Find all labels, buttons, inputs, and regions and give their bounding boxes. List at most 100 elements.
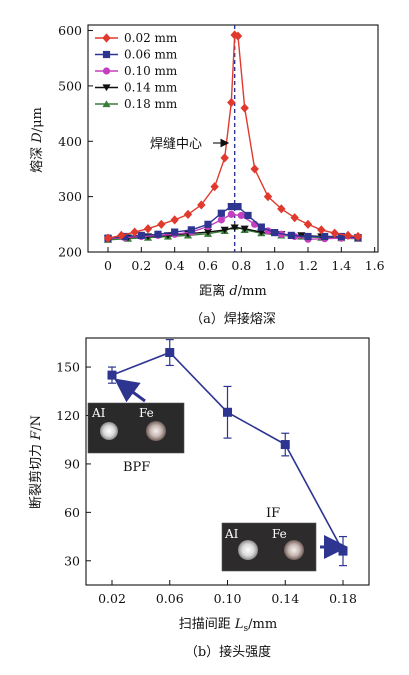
- legend-label: 0.14 mm: [124, 81, 178, 95]
- chart-b-x-tick-label: 0.06: [156, 591, 184, 606]
- chart-a-y-label: 熔深 D/μm: [30, 107, 45, 173]
- chart-b-x-label: 扫描间距 Ls/mm: [179, 617, 277, 634]
- chart-b-x-tick-label: 0.10: [214, 591, 242, 606]
- chart-a-y-tick-label: 600: [58, 23, 82, 38]
- chart-a-x-label-unit: /mm: [238, 284, 267, 299]
- data-point: [290, 213, 299, 223]
- chart-b-x-ticks: 0.02 0.06 0.10 0.14 0.18: [98, 580, 357, 606]
- legend-marker: [102, 100, 111, 108]
- chart-b-y-tick-label: 30: [64, 553, 80, 568]
- chart-b-y-label: 断裂剪切力 F/N: [28, 415, 44, 509]
- data-point: [227, 97, 236, 108]
- if-label: IF: [266, 506, 280, 521]
- chart-a-x-label: 距离 d/mm: [199, 283, 267, 299]
- data-point: [143, 224, 153, 234]
- chart-a-x-tick-label: 1.6: [365, 258, 385, 273]
- chart-a-series: [103, 30, 363, 243]
- data-point: [217, 216, 225, 224]
- chart-a-x-tick-label: 1.2: [298, 258, 318, 273]
- chart-b-x-tick-label: 0.18: [329, 591, 357, 606]
- data-point: [227, 210, 235, 218]
- data-point: [117, 230, 126, 240]
- data-point: [330, 228, 339, 238]
- inset-photo-bpf: AI Fe: [87, 402, 185, 454]
- data-point: [223, 407, 232, 417]
- data-point: [121, 232, 129, 241]
- chart-a-x-label-symbol: d: [229, 284, 237, 299]
- chart-a-caption: （a）焊接熔深: [190, 311, 276, 327]
- legend-label: 0.10 mm: [124, 64, 178, 78]
- chart-a-frame: [87, 24, 379, 253]
- chart-b-x-tick-label: 0.02: [98, 591, 126, 606]
- data-point: [187, 226, 195, 234]
- chart-a-x-tick-label: 0.6: [198, 258, 218, 273]
- data-point: [233, 31, 243, 41]
- data-point: [303, 219, 313, 229]
- chart-a-x-tick-label: 0.4: [165, 258, 185, 273]
- data-point: [337, 232, 345, 241]
- data-point: [244, 211, 252, 220]
- bpf-arrow: [114, 378, 146, 403]
- al-spot-bpf: [100, 422, 118, 440]
- data-point: [250, 164, 259, 174]
- inset-if-fe-label: Fe: [272, 527, 287, 541]
- data-point: [137, 231, 145, 239]
- inset-photo-bpf-border: [87, 402, 185, 454]
- legend-label: 0.02 mm: [124, 31, 178, 45]
- fe-spot-if: [284, 540, 304, 560]
- data-point: [154, 230, 162, 238]
- data-point: [263, 192, 273, 202]
- inset-if-al-label: AI: [224, 527, 239, 541]
- chart-b-x-label-unit: /mm: [248, 617, 277, 632]
- data-point: [234, 203, 242, 211]
- chart-a-y-tick-label: 400: [58, 134, 82, 149]
- data-point: [107, 370, 117, 380]
- chart-b-x-label-symbol: L: [234, 617, 244, 632]
- data-point: [227, 203, 235, 211]
- chart-a-y-label-unit: /μm: [30, 107, 45, 132]
- data-point: [170, 215, 179, 225]
- inset-photo-if: AI Fe: [221, 522, 317, 572]
- bpf-label: BPF: [123, 460, 150, 475]
- chart-a-x-tick-label: 0.2: [131, 258, 151, 273]
- data-point: [165, 348, 175, 358]
- data-point: [321, 232, 329, 241]
- chart-b-y-tick-label: 150: [56, 360, 80, 375]
- data-point: [203, 228, 213, 236]
- data-point: [343, 230, 353, 240]
- chart-b-x-label-main: 扫描间距: [179, 617, 235, 632]
- data-point: [220, 226, 229, 234]
- chart-a-y-tick-label: 500: [58, 78, 82, 93]
- data-point: [277, 204, 286, 214]
- chart-b-x-tick-label: 0.14: [271, 591, 299, 606]
- chart-b-x-label-subscript: s: [244, 624, 249, 634]
- al-spot-if: [238, 540, 258, 560]
- inset-bpf-al-label: AI: [91, 406, 106, 420]
- fe-spot-bpf: [146, 421, 166, 441]
- legend-marker: [102, 50, 111, 59]
- data-point: [171, 228, 179, 236]
- series-0_02mm: [103, 30, 363, 243]
- chart-a-x-label-main: 距离: [199, 283, 229, 299]
- data-point: [237, 211, 245, 220]
- legend-marker: [102, 33, 111, 43]
- chart-b-y-label-symbol: F: [29, 430, 44, 441]
- chart-b-y-label-unit: /N: [29, 415, 44, 431]
- chart-a-x-ticks: 0 0.2 0.4 0.6 0.8 1.0 1.2 1.4 1.6: [104, 247, 385, 273]
- chart-a-y-label-symbol: D: [30, 132, 45, 144]
- data-point: [230, 224, 239, 232]
- inset-photo-if-border: [221, 522, 317, 572]
- data-point: [257, 223, 265, 231]
- data-point: [103, 233, 113, 243]
- data-point: [317, 225, 326, 235]
- chart-a-y-ticks: 200 300 400 500 600: [58, 23, 93, 260]
- data-point: [220, 153, 229, 163]
- legend-label: 0.06 mm: [124, 48, 178, 62]
- legend-marker: [102, 67, 111, 75]
- chart-b-y-tick-label: 60: [64, 505, 80, 520]
- data-point: [304, 232, 312, 241]
- weld-center-annotation: 焊缝中心: [150, 136, 202, 152]
- data-point: [210, 182, 219, 192]
- chart-a-y-label-main: 熔深: [30, 143, 45, 173]
